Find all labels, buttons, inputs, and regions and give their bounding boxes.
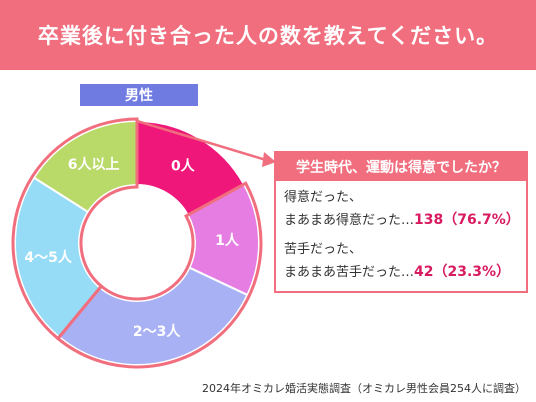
highlight-outline-right	[55, 181, 263, 369]
donut-slice-2	[57, 266, 249, 366]
donut-slice-0	[136, 119, 246, 217]
slice-label-2: 2〜3人	[133, 323, 181, 340]
page-title: 卒業後に付き合った人の数を教えてください。	[37, 24, 499, 48]
callout-row-line2: まあまあ得意だった…	[284, 213, 415, 228]
footnote: 2024年オミカレ婚活実態調査（オミカレ男性会員254人に調査）	[202, 382, 526, 395]
highlight-outline-left	[11, 117, 139, 341]
callout-row-line1: 苦手だった、	[284, 242, 363, 257]
callout-connector-line	[136, 119, 267, 162]
slice-label-1: 1人	[215, 232, 240, 249]
header-banner: 卒業後に付き合った人の数を教えてください。	[0, 0, 536, 70]
callout-row-line2: まあまあ苦手だった…	[284, 265, 415, 280]
callout-row-value: 42（23.3%）	[414, 264, 511, 280]
callout-title: 学生時代、運動は得意でしたか？	[276, 153, 526, 181]
slice-label-3: 4〜5人	[24, 249, 72, 266]
callout-arrow-head	[262, 152, 276, 167]
donut-slice-3	[14, 176, 102, 339]
callout-row-value: 138（76.7%）	[414, 212, 520, 228]
callout-row-line1: 得意だった、	[284, 190, 363, 205]
callout-box: 学生時代、運動は得意でしたか？ 得意だった、 まあまあ得意だった…138（76.…	[274, 151, 528, 293]
callout-row-poor: 苦手だった、 まあまあ苦手だった…42（23.3%）	[284, 239, 518, 284]
slice-label-0: 0人	[171, 158, 196, 175]
slice-label-4: 6人以上	[68, 156, 120, 173]
callout-row-good: 得意だった、 まあまあ得意だった…138（76.7%）	[284, 187, 520, 232]
gender-tab: 男性	[80, 84, 198, 106]
